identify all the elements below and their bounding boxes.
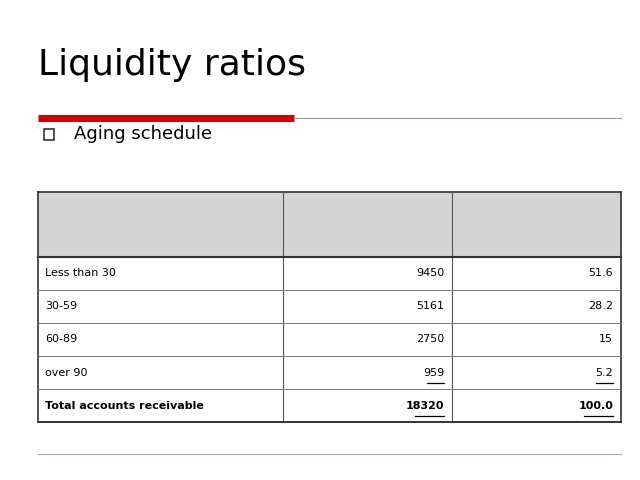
Text: Aging schedule: Aging schedule bbox=[74, 125, 212, 144]
Text: 5.2: 5.2 bbox=[595, 368, 613, 378]
Text: 959: 959 bbox=[423, 368, 444, 378]
Text: Less than 30: Less than 30 bbox=[45, 268, 116, 278]
Text: Days outstanding: Days outstanding bbox=[106, 219, 216, 229]
Text: over 90: over 90 bbox=[45, 368, 87, 378]
Text: 28.2: 28.2 bbox=[588, 301, 613, 311]
Text: 60-89: 60-89 bbox=[45, 335, 77, 345]
Text: Total accounts receivable: Total accounts receivable bbox=[45, 401, 204, 411]
Text: Percentage of
total, %: Percentage of total, % bbox=[492, 214, 580, 235]
Text: 51.6: 51.6 bbox=[589, 268, 613, 278]
Text: Amount
outstanding,
$: Amount outstanding, $ bbox=[328, 208, 407, 241]
Text: 18320: 18320 bbox=[406, 401, 444, 411]
Text: 2750: 2750 bbox=[416, 335, 444, 345]
Text: 5161: 5161 bbox=[416, 301, 444, 311]
Text: 15: 15 bbox=[599, 335, 613, 345]
Text: 100.0: 100.0 bbox=[579, 401, 613, 411]
Text: 30-59: 30-59 bbox=[45, 301, 77, 311]
Text: Liquidity ratios: Liquidity ratios bbox=[38, 48, 307, 82]
Text: 9450: 9450 bbox=[416, 268, 444, 278]
